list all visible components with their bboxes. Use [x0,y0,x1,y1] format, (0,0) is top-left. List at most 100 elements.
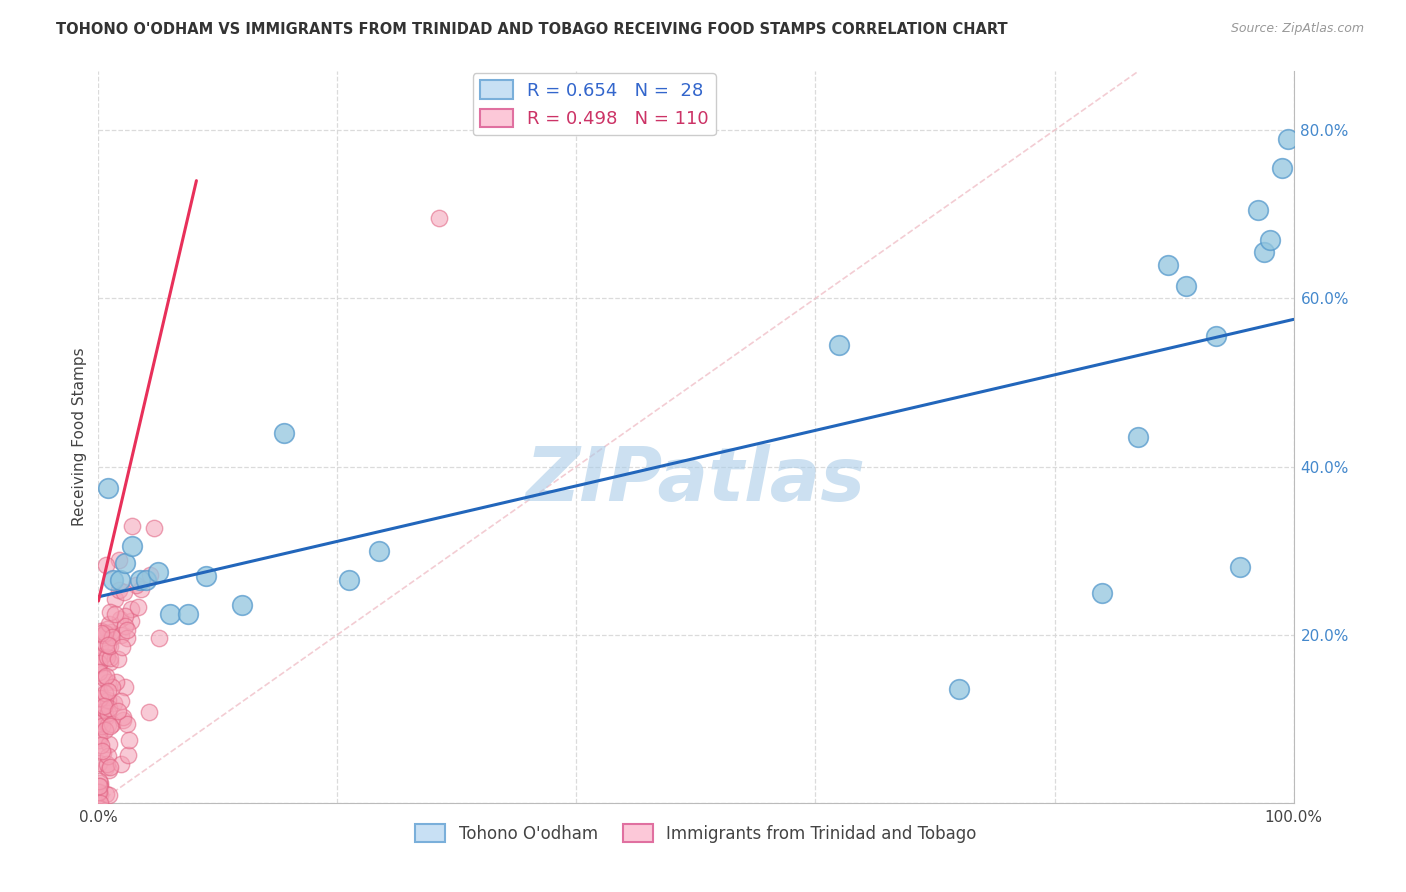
Point [87,684,110,698]
Point [96,757,118,772]
Point [114,556,136,570]
Point [1229,560,1251,574]
Point [89,795,111,809]
Point [121,518,143,533]
Point [828,337,851,351]
Point [89,705,111,719]
Point [96,788,118,802]
Point [1157,258,1180,272]
Point [94,710,117,724]
Point [90,649,112,664]
Point [107,652,129,666]
Point [114,609,136,624]
Point [87,657,110,672]
Point [89,690,111,705]
Point [87,656,110,670]
Point [177,607,200,621]
Point [125,578,148,592]
Point [129,573,152,587]
Point [368,543,391,558]
Point [114,680,136,694]
Point [129,582,152,596]
Point [100,630,122,644]
Y-axis label: Receiving Food Stamps: Receiving Food Stamps [72,348,87,526]
Point [1253,245,1275,260]
Point [98,650,121,665]
Point [139,568,162,582]
Point [98,788,121,802]
Point [100,680,122,694]
Point [148,565,170,579]
Point [427,211,450,226]
Point [96,622,118,636]
Point [100,717,122,731]
Point [90,738,112,752]
Point [91,691,114,706]
Point [108,553,131,567]
Point [89,780,111,794]
Point [97,675,120,690]
Point [159,607,181,621]
Point [87,732,110,747]
Point [107,705,129,719]
Point [98,701,121,715]
Point [90,625,112,640]
Point [98,617,121,632]
Point [96,646,118,660]
Point [114,619,136,633]
Point [111,710,134,724]
Point [91,746,114,760]
Point [87,780,110,794]
Point [117,748,139,763]
Point [117,631,139,645]
Point [90,714,112,728]
Point [87,716,110,731]
Point [97,706,120,720]
Point [1247,203,1270,218]
Point [120,602,142,616]
Point [91,628,114,642]
Point [89,776,111,790]
Legend: Tohono O'odham, Immigrants from Trinidad and Tobago: Tohono O'odham, Immigrants from Trinidad… [409,818,983,849]
Point [1258,233,1281,247]
Point [1205,329,1227,343]
Point [108,573,131,587]
Point [97,718,120,732]
Point [98,639,121,653]
Point [1128,430,1150,444]
Point [97,748,120,763]
Point [112,584,135,599]
Point [93,698,115,713]
Point [111,713,134,727]
Point [1091,585,1114,599]
Point [96,558,118,572]
Point [1271,161,1294,175]
Point [87,731,110,745]
Point [105,675,128,690]
Point [100,628,122,642]
Point [339,573,361,587]
Point [231,599,253,613]
Point [100,625,122,640]
Point [273,425,295,440]
Point [103,696,125,710]
Point [111,640,134,655]
Point [91,719,114,733]
Point [94,637,117,651]
Point [101,573,124,587]
Point [98,760,121,774]
Point [948,682,970,697]
Point [87,729,110,743]
Point [110,628,132,642]
Point [87,649,110,664]
Point [98,656,121,670]
Point [104,607,127,622]
Point [98,737,121,751]
Point [97,638,120,652]
Point [121,540,143,554]
Point [89,796,111,810]
Point [96,649,118,664]
Point [89,784,111,798]
Point [90,624,112,639]
Point [94,626,117,640]
